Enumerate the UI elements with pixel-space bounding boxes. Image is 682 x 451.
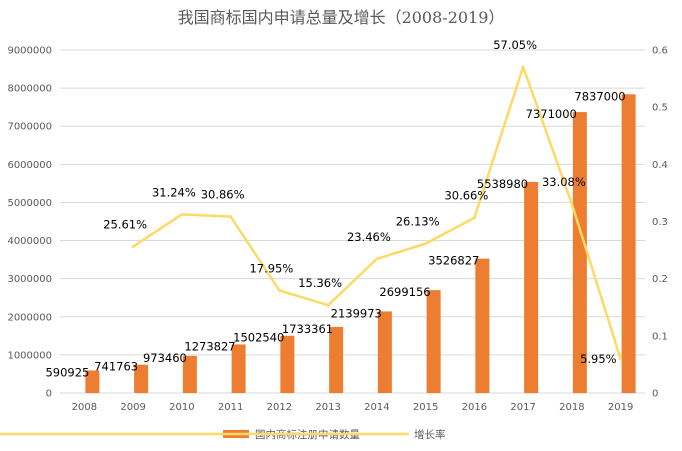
bar-value-label: 5538980 — [477, 177, 528, 191]
left-axis-ticks: 0 1000000 2000000 3000000 4000000 5000000 6000… — [7, 46, 52, 400]
growth-rate-label: 30.66% — [444, 189, 488, 203]
legend-label-line: 增长率 — [414, 428, 446, 441]
bar — [524, 181, 539, 393]
bar-value-label: 590925 — [45, 365, 89, 379]
x-axis-tick-label: 2017 — [510, 402, 535, 413]
right-axis-tick-label: 0.1 — [652, 331, 668, 342]
x-axis-tick-label: 2014 — [364, 402, 389, 413]
right-axis-tick-label: 0.3 — [652, 217, 668, 228]
growth-rate-point — [424, 242, 428, 246]
growth-rate-point — [570, 202, 574, 206]
x-axis-tick-label: 2015 — [413, 402, 438, 413]
growth-rate-point — [375, 257, 379, 261]
right-axis-tick-label: 0.4 — [652, 160, 668, 171]
growth-rate-point — [131, 245, 135, 249]
bar-value-label: 1733361 — [282, 322, 333, 336]
left-axis-tick-label: 1000000 — [7, 350, 52, 361]
growth-rate-label: 17.95% — [249, 261, 293, 275]
x-axis-tick-label: 2016 — [462, 402, 487, 413]
left-axis-tick-label: 7000000 — [7, 122, 52, 133]
right-axis-tick-label: 0.2 — [652, 274, 668, 285]
x-axis-tick-label: 2019 — [608, 402, 633, 413]
bar-value-label: 7837000 — [574, 89, 625, 103]
left-axis-tick-label: 3000000 — [7, 274, 52, 285]
bar — [426, 290, 441, 393]
bar-value-label: 1502540 — [233, 331, 284, 345]
growth-rate-point — [180, 212, 184, 216]
x-axis-tick-label: 2010 — [169, 402, 194, 413]
right-axis-ticks: 0 0.1 0.2 0.3 0.4 0.5 0.6 — [652, 46, 668, 400]
bar-value-label: 2699156 — [379, 285, 430, 299]
growth-rate-label: 31.24% — [152, 185, 196, 199]
growth-rate-label: 5.95% — [580, 352, 617, 366]
bar-value-label: 3526827 — [428, 254, 479, 268]
bar — [182, 355, 197, 393]
left-axis-tick-label: 2000000 — [7, 312, 52, 323]
x-axis-tick-label: 2012 — [267, 402, 292, 413]
bar-value-label: 741763 — [94, 360, 138, 374]
growth-rate-point — [229, 215, 233, 219]
bar — [329, 326, 344, 393]
bar-value-label: 1273827 — [184, 339, 235, 353]
x-axis-tick-label: 2008 — [72, 402, 97, 413]
x-axis-tick-label: 2013 — [315, 402, 340, 413]
bar — [85, 370, 100, 393]
right-axis-tick-label: 0 — [652, 389, 658, 400]
left-axis-tick-label: 4000000 — [7, 236, 52, 247]
line-series — [131, 65, 623, 361]
growth-rate-point — [277, 288, 281, 292]
growth-rate-label: 30.86% — [201, 188, 245, 202]
growth-rate-label: 33.08% — [542, 175, 586, 189]
gridlines — [60, 49, 645, 394]
left-axis-tick-label: 8000000 — [7, 84, 52, 95]
growth-rate-label: 57.05% — [493, 38, 537, 52]
x-axis-tick-label: 2011 — [218, 402, 243, 413]
bar — [377, 311, 392, 393]
x-axis-tick-label: 2009 — [120, 402, 145, 413]
growth-rate-label: 15.36% — [298, 276, 342, 290]
left-axis-tick-label: 5000000 — [7, 198, 52, 209]
bar — [621, 94, 636, 394]
legend: 国内商标注册申请数量 增长率 — [0, 428, 446, 441]
right-axis-tick-label: 0.5 — [652, 103, 668, 114]
left-axis-tick-label: 9000000 — [7, 46, 52, 57]
left-axis-tick-label: 6000000 — [7, 160, 52, 171]
bar-value-label: 973460 — [143, 351, 187, 365]
growth-rate-label: 25.61% — [103, 218, 147, 232]
chart-title: 我国商标国内申请总量及增长（2008-2019） — [178, 8, 505, 27]
growth-rate-point — [619, 357, 623, 361]
bar — [134, 364, 149, 393]
bar — [475, 258, 490, 393]
bar-series — [85, 94, 636, 394]
x-axis-ticks: 2008 2009 2010 2011 2012 2013 2014 2015 2016 2017… — [72, 402, 634, 413]
bar — [231, 344, 246, 393]
bar-value-label: 2139973 — [331, 306, 382, 320]
left-axis-tick-label: 0 — [46, 389, 52, 400]
growth-rate-label: 23.46% — [347, 230, 391, 244]
right-axis-tick-label: 0.6 — [652, 46, 668, 57]
growth-rate-point — [472, 216, 476, 220]
x-axis-tick-label: 2018 — [559, 402, 584, 413]
growth-rate-point — [326, 303, 330, 307]
growth-rate-label: 26.13% — [396, 215, 440, 229]
bar-value-label: 7371000 — [526, 107, 577, 121]
bar — [280, 335, 295, 393]
bar — [572, 112, 587, 393]
growth-rate-point — [521, 65, 525, 69]
